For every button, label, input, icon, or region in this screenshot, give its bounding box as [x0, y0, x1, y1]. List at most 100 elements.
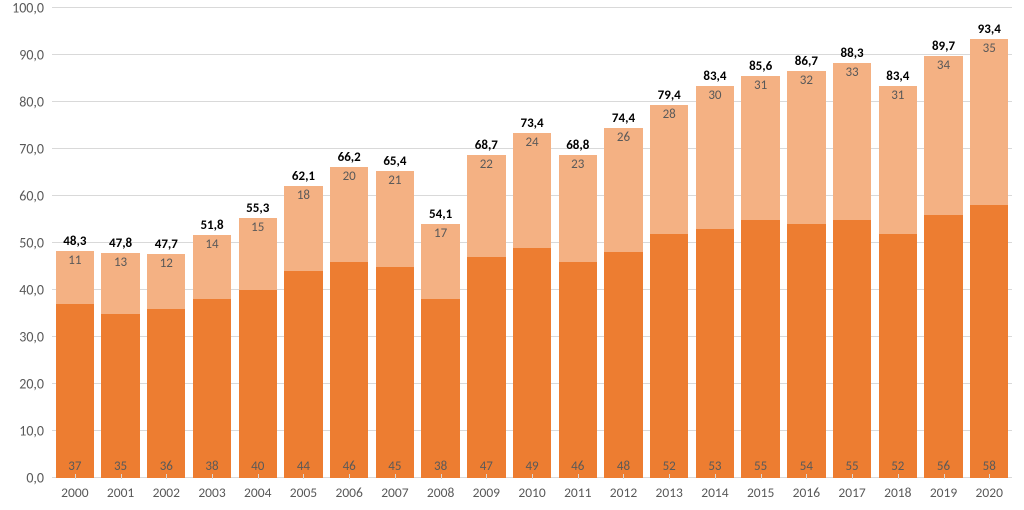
x-axis-label: 2000: [52, 478, 98, 510]
x-axis: 2000200120022003200420052006200720082009…: [52, 478, 1012, 510]
y-axis-label: 20,0: [0, 376, 44, 393]
y-axis-label: 40,0: [0, 282, 44, 299]
stacked-bar: 543286,7: [787, 8, 825, 478]
segment-value-lower: 44: [284, 459, 322, 474]
x-axis-label: 2014: [692, 478, 738, 510]
bar-slot: 522879,4: [646, 8, 692, 478]
bar-total-label: 51,8: [189, 218, 235, 233]
bar-slot: 472268,7: [463, 8, 509, 478]
stacked-bar: 361247,7: [147, 8, 185, 478]
bar-slot: 371148,3: [52, 8, 98, 478]
segment-value-upper: 30: [696, 88, 734, 103]
segment-value-lower: 55: [741, 459, 779, 474]
x-axis-label: 2016: [784, 478, 830, 510]
x-axis-label: 2003: [189, 478, 235, 510]
x-axis-label: 2020: [966, 478, 1012, 510]
segment-value-upper: 17: [421, 226, 459, 241]
bar-segment-upper: 24: [513, 133, 551, 248]
segment-value-upper: 28: [650, 107, 688, 122]
x-axis-label: 2011: [555, 478, 601, 510]
segment-value-upper: 35: [970, 41, 1008, 56]
x-tick: [486, 474, 487, 479]
segment-value-lower: 52: [879, 459, 917, 474]
segment-value-lower: 53: [696, 459, 734, 474]
y-axis-label: 90,0: [0, 47, 44, 64]
stacked-bar: 553185,6: [741, 8, 779, 478]
x-axis-label: 2006: [326, 478, 372, 510]
stacked-bar: 462066,2: [330, 8, 368, 478]
bar-segment-upper: 12: [147, 254, 185, 309]
segment-value-upper: 32: [787, 73, 825, 88]
bar-total-label: 47,8: [98, 236, 144, 251]
bar-slot: 361247,7: [143, 8, 189, 478]
bar-segment-upper: 21: [376, 171, 414, 267]
x-axis-label: 2009: [463, 478, 509, 510]
segment-value-lower: 45: [376, 459, 414, 474]
bar-segment-upper: 32: [787, 71, 825, 225]
bar-segment-lower: 52: [650, 234, 688, 478]
bar-segment-lower: 38: [421, 299, 459, 478]
segment-value-lower: 54: [787, 459, 825, 474]
bar-total-label: 54,1: [418, 207, 464, 222]
y-axis-label: 80,0: [0, 94, 44, 111]
bar-segment-lower: 36: [147, 309, 185, 478]
segment-value-upper: 24: [513, 135, 551, 150]
stacked-bar: 381754,1: [421, 8, 459, 478]
bar-segment-upper: 33: [833, 63, 871, 220]
segment-value-lower: 37: [56, 459, 94, 474]
x-axis-label: 2001: [98, 478, 144, 510]
x-tick: [166, 474, 167, 479]
x-axis-label: 2007: [372, 478, 418, 510]
segment-value-lower: 52: [650, 459, 688, 474]
bar-slot: 462066,2: [326, 8, 372, 478]
bar-slot: 351347,8: [98, 8, 144, 478]
bar-slot: 441862,1: [281, 8, 327, 478]
bar-total-label: 74,4: [600, 111, 646, 126]
bar-slot: 523183,4: [875, 8, 921, 478]
bar-segment-lower: 38: [193, 299, 231, 478]
stacked-bar: 482674,4: [604, 8, 642, 478]
stacked-bar: 351347,8: [101, 8, 139, 478]
segment-value-upper: 12: [147, 256, 185, 271]
bar-segment-upper: 13: [101, 253, 139, 313]
bar-segment-upper: 23: [559, 155, 597, 262]
segment-value-upper: 33: [833, 65, 871, 80]
x-tick: [75, 474, 76, 479]
stacked-bar: 371148,3: [56, 8, 94, 478]
bar-slot: 452165,4: [372, 8, 418, 478]
bars-group: 371148,3351347,8361247,7381451,8401555,3…: [52, 8, 1012, 478]
segment-value-lower: 49: [513, 459, 551, 474]
y-axis-label: 30,0: [0, 329, 44, 346]
bar-segment-upper: 31: [879, 86, 917, 234]
bar-segment-upper: 26: [604, 128, 642, 252]
x-axis-label: 2008: [418, 478, 464, 510]
segment-value-upper: 20: [330, 169, 368, 184]
segment-value-upper: 14: [193, 237, 231, 252]
bar-segment-upper: 34: [924, 56, 962, 214]
x-tick: [212, 474, 213, 479]
bar-segment-lower: 58: [970, 205, 1008, 478]
stacked-bar: 563489,7: [924, 8, 962, 478]
x-tick: [623, 474, 624, 479]
stacked-bar: 381451,8: [193, 8, 231, 478]
bar-segment-upper: 17: [421, 224, 459, 300]
x-axis-label: 2015: [738, 478, 784, 510]
segment-value-lower: 40: [239, 459, 277, 474]
bar-total-label: 86,7: [783, 54, 829, 69]
stacked-bar: 401555,3: [239, 8, 277, 478]
x-tick: [578, 474, 579, 479]
segment-value-lower: 46: [330, 459, 368, 474]
segment-value-upper: 34: [924, 58, 962, 73]
x-axis-label: 2013: [646, 478, 692, 510]
bar-total-label: 83,4: [692, 69, 738, 84]
bar-total-label: 68,7: [463, 138, 509, 153]
bar-segment-upper: 30: [696, 86, 734, 229]
bar-slot: 401555,3: [235, 8, 281, 478]
x-tick: [761, 474, 762, 479]
bar-total-label: 85,6: [738, 59, 784, 74]
segment-value-upper: 31: [741, 78, 779, 93]
x-tick: [898, 474, 899, 479]
bar-segment-lower: 46: [330, 262, 368, 478]
y-axis-label: 50,0: [0, 235, 44, 252]
segment-value-upper: 21: [376, 173, 414, 188]
